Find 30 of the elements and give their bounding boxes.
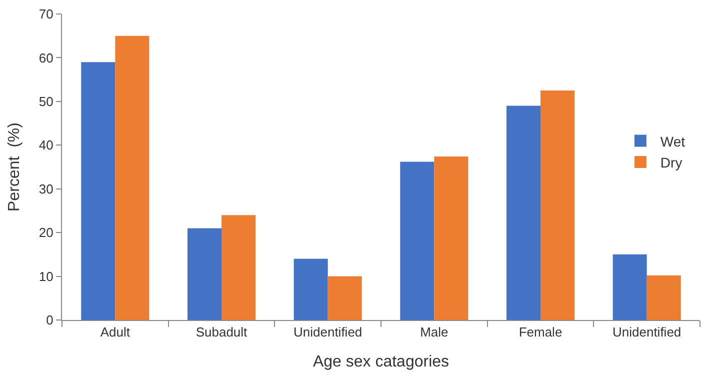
y-tick-label: 20 (38, 225, 54, 240)
bar (400, 162, 434, 320)
bar (294, 258, 328, 320)
bar (506, 106, 540, 320)
x-tick-label: Adult (100, 324, 130, 340)
y-axis-title: Percent (%) (6, 122, 23, 212)
x-tick-label: Unidentified (612, 324, 682, 340)
y-tick-label: 10 (38, 268, 54, 284)
x-axis-title: Age sex catagories (312, 353, 450, 370)
bar (434, 156, 468, 320)
x-tick-label: Male (420, 324, 448, 340)
legend-label: Wet (660, 133, 686, 150)
y-tick-label: 50 (38, 94, 54, 109)
bar (540, 90, 575, 320)
y-tick-label: 60 (38, 50, 54, 66)
y-tick-label: 70 (38, 6, 54, 22)
bar (187, 228, 222, 320)
x-tick-label: Unidentified (294, 324, 362, 340)
y-tick-label: 0 (46, 312, 54, 328)
x-tick-label: Subadult (196, 324, 248, 340)
legend-label: Dry (660, 154, 682, 170)
bar (115, 36, 150, 320)
y-tick-label: 40 (38, 138, 54, 153)
bar (81, 62, 116, 320)
bar (646, 275, 681, 320)
bar (612, 254, 647, 320)
bar (222, 215, 256, 320)
x-tick-label: Female (518, 324, 562, 340)
y-tick-label: 30 (38, 181, 54, 196)
bar (328, 276, 362, 320)
